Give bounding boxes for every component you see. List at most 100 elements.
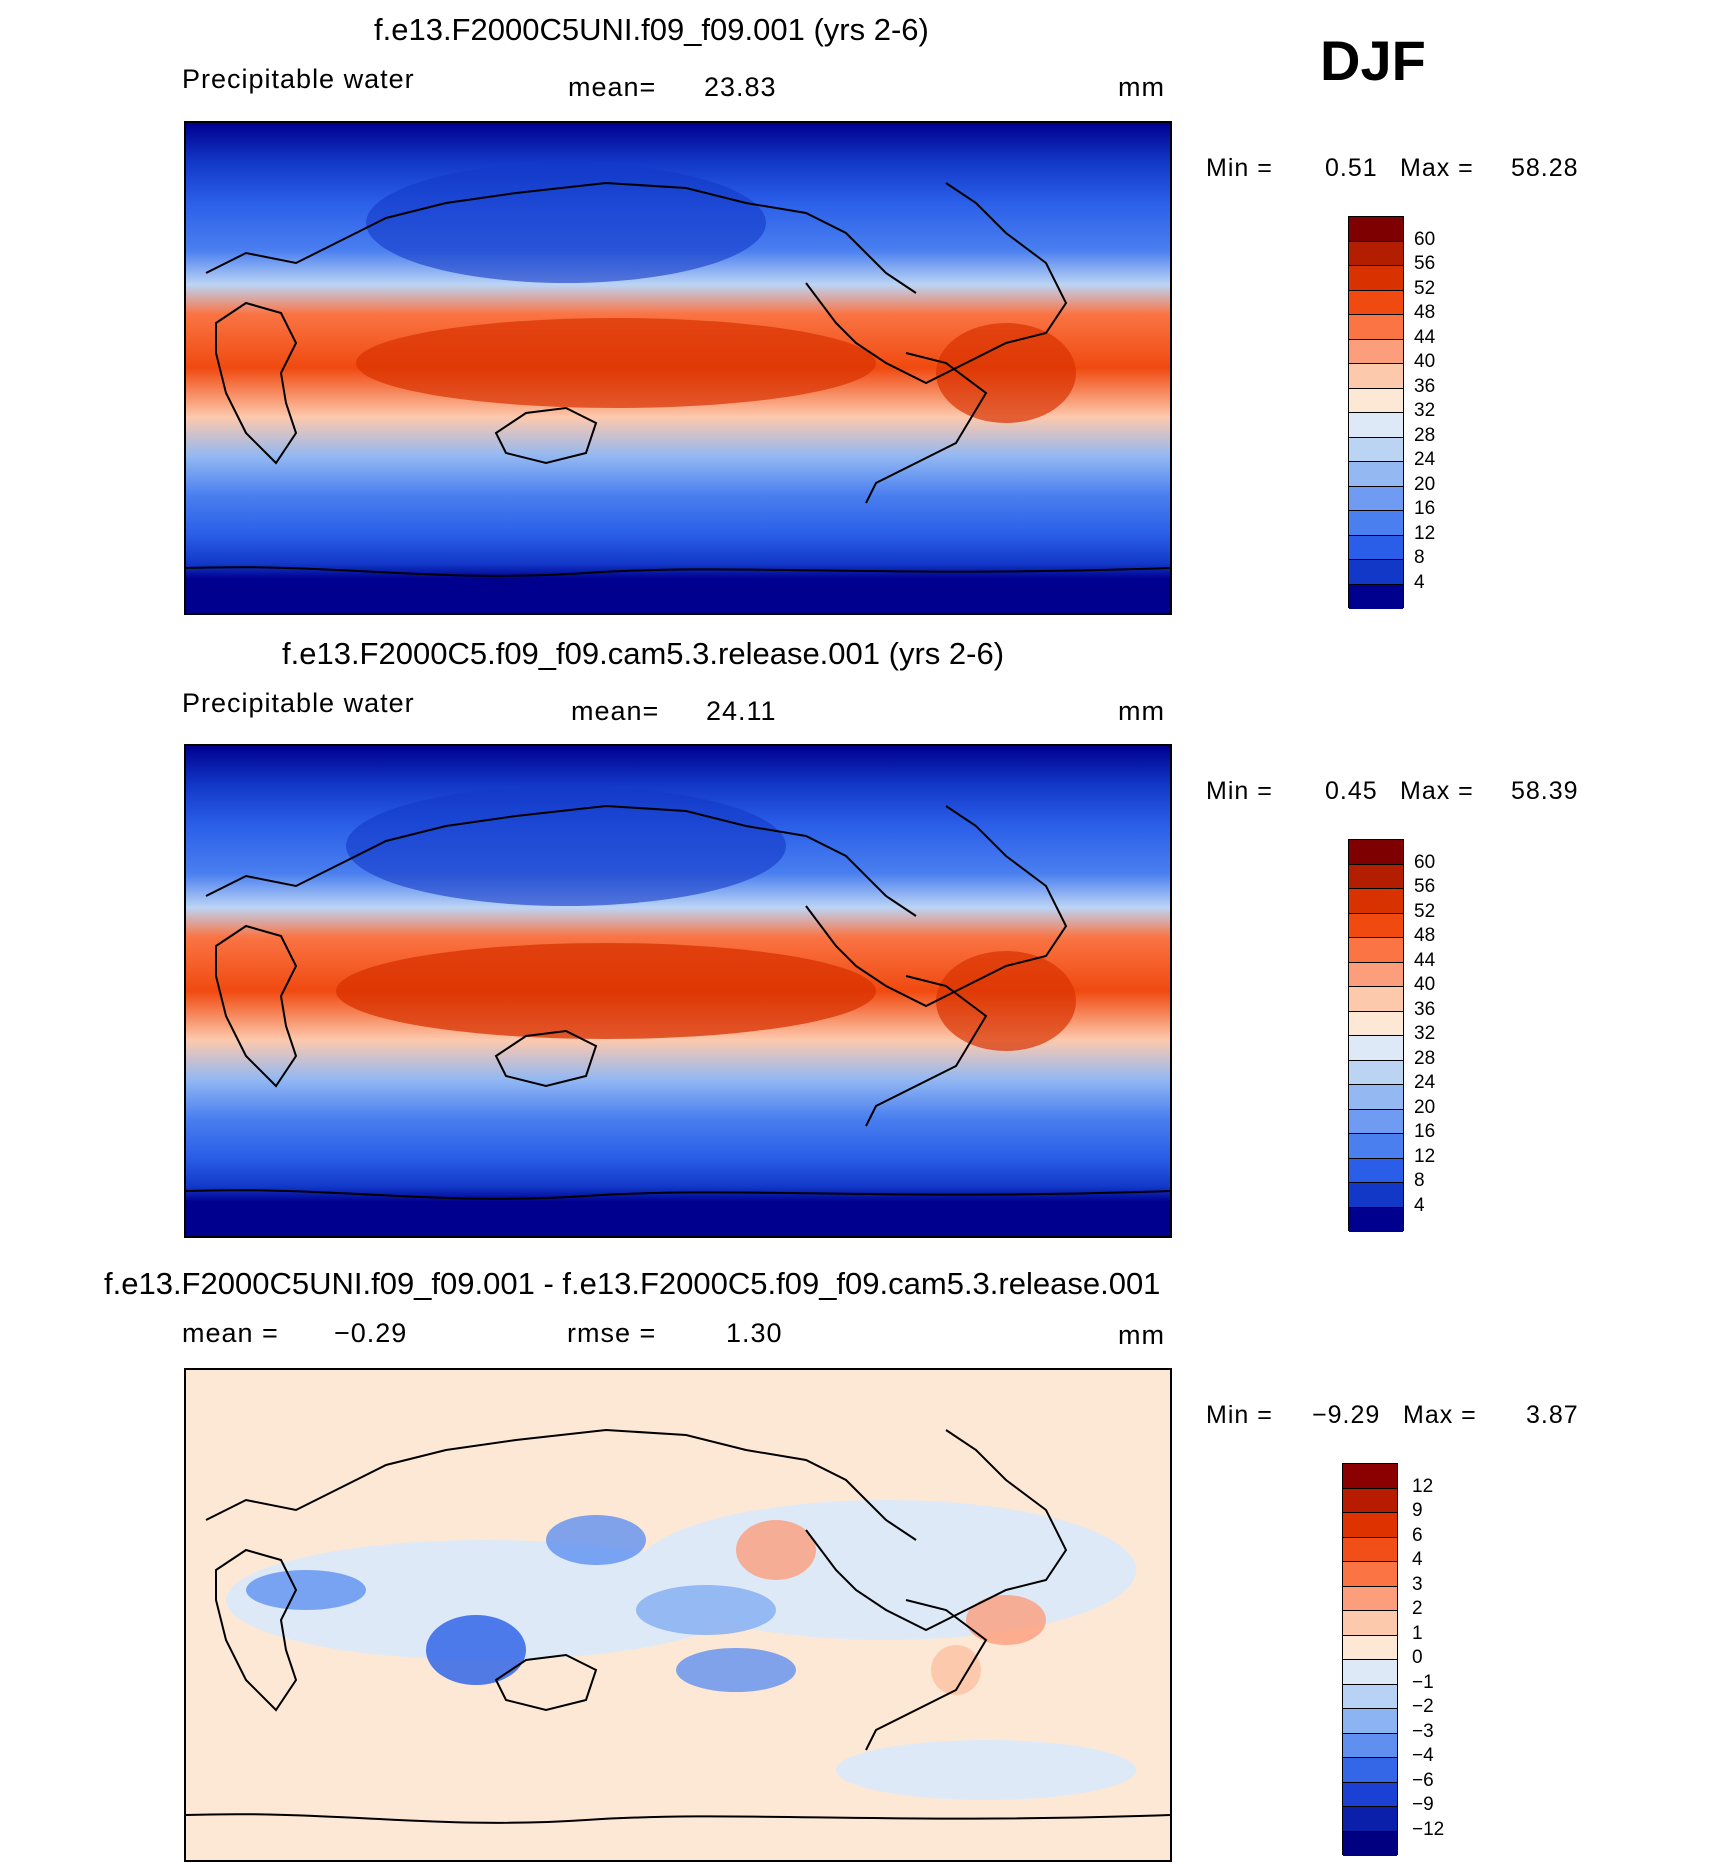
colorbar-swatch bbox=[1343, 1733, 1397, 1758]
colorbar-tick-label: 28 bbox=[1414, 1047, 1436, 1069]
colorbar-tick-label: 44 bbox=[1414, 949, 1436, 971]
colorbar-tick-label: 6 bbox=[1412, 1524, 1423, 1546]
colorbar-tick-label: 20 bbox=[1414, 1096, 1436, 1118]
panel-3-rmse-label: rmse = bbox=[567, 1318, 657, 1348]
colorbar-tick-label: 36 bbox=[1414, 375, 1436, 397]
panel-1-min-value: 0.51 bbox=[1325, 154, 1378, 182]
colorbar-swatch bbox=[1343, 1488, 1397, 1513]
colorbar-tick-label: 28 bbox=[1414, 424, 1436, 446]
colorbar-tick-label: 12 bbox=[1414, 1145, 1436, 1167]
colorbar-tick-label: 56 bbox=[1414, 253, 1436, 274]
colorbar-swatch bbox=[1343, 1611, 1397, 1636]
panel-1-field bbox=[186, 123, 1170, 613]
colorbar-tick-label: 4 bbox=[1414, 1194, 1425, 1216]
colorbar-swatch bbox=[1349, 241, 1403, 266]
panel-3-units: mm bbox=[1118, 1320, 1165, 1350]
colorbar-tick-label: 20 bbox=[1414, 473, 1436, 495]
colorbar-swatch bbox=[1343, 1562, 1397, 1587]
colorbar-swatch bbox=[1343, 1635, 1397, 1660]
colorbar-tick-label: −1 bbox=[1412, 1671, 1434, 1693]
colorbar-swatch bbox=[1349, 364, 1403, 389]
colorbar-swatch bbox=[1343, 1513, 1397, 1538]
colorbar-tick-label: 52 bbox=[1414, 277, 1436, 299]
panel-2-field bbox=[186, 746, 1170, 1236]
colorbar-swatch bbox=[1349, 437, 1403, 462]
colorbar-tick-label: 0 bbox=[1412, 1647, 1423, 1668]
colorbar-tick-label: 60 bbox=[1414, 228, 1436, 250]
colorbar-tick-label: −12 bbox=[1412, 1818, 1445, 1840]
colorbar-tick-label: 2 bbox=[1412, 1598, 1423, 1619]
colorbar-swatch bbox=[1349, 560, 1403, 585]
colorbar-swatch bbox=[1349, 1036, 1403, 1061]
colorbar-swatch bbox=[1349, 987, 1403, 1012]
colorbar-swatch bbox=[1349, 339, 1403, 364]
colorbar-tick-label: −2 bbox=[1412, 1696, 1434, 1717]
panel-3-mean-label: mean = bbox=[182, 1318, 279, 1348]
panel-1-title: f.e13.F2000C5UNI.f09_f09.001 (yrs 2-6) bbox=[374, 12, 929, 47]
colorbar-tick-label: 48 bbox=[1414, 302, 1436, 323]
colorbar-tick-label: 12 bbox=[1412, 1475, 1434, 1497]
panel-3-map bbox=[184, 1368, 1172, 1862]
panel-2-max-label: Max = bbox=[1400, 777, 1474, 805]
panel-2-min-label: Min = bbox=[1206, 777, 1273, 805]
colorbar-swatch bbox=[1343, 1660, 1397, 1685]
colorbar-swatch bbox=[1349, 217, 1403, 242]
colorbar-tick-label: −6 bbox=[1412, 1769, 1434, 1791]
colorbar-swatch bbox=[1349, 1011, 1403, 1036]
panel-2-mean-value: 24.11 bbox=[706, 696, 777, 726]
panel-1-max-label: Max = bbox=[1400, 154, 1474, 182]
colorbar-tick-label: 8 bbox=[1414, 1170, 1425, 1191]
panel-1-min-label: Min = bbox=[1206, 154, 1273, 182]
colorbar-swatch bbox=[1349, 1134, 1403, 1159]
colorbar-swatch bbox=[1349, 889, 1403, 914]
panel-2-variable: Precipitable water bbox=[182, 688, 415, 718]
colorbar-tick-label: 24 bbox=[1414, 1072, 1436, 1093]
colorbar-tick-label: 16 bbox=[1414, 1121, 1436, 1142]
colorbar-swatch bbox=[1343, 1709, 1397, 1734]
colorbar-tick-label: 1 bbox=[1412, 1622, 1423, 1644]
panel-1-colorbar bbox=[1348, 216, 1404, 609]
colorbar-tick-label: −9 bbox=[1412, 1794, 1434, 1815]
colorbar-swatch bbox=[1343, 1807, 1397, 1832]
colorbar-swatch bbox=[1349, 413, 1403, 438]
panel-2-min-value: 0.45 bbox=[1325, 777, 1378, 805]
colorbar-swatch bbox=[1349, 535, 1403, 560]
panel-2-mean-label: mean= bbox=[571, 696, 660, 726]
colorbar-tick-label: 60 bbox=[1414, 851, 1436, 873]
colorbar-tick-label: 40 bbox=[1414, 974, 1436, 995]
colorbar-swatch bbox=[1349, 1085, 1403, 1110]
colorbar-tick-label: 52 bbox=[1414, 900, 1436, 922]
colorbar-swatch bbox=[1343, 1831, 1397, 1856]
panel-3-field bbox=[186, 1370, 1170, 1860]
colorbar-tick-label: 16 bbox=[1414, 498, 1436, 519]
colorbar-swatch bbox=[1349, 584, 1403, 609]
colorbar-swatch bbox=[1349, 266, 1403, 291]
panel-3-title: f.e13.F2000C5UNI.f09_f09.001 - f.e13.F20… bbox=[104, 1266, 1161, 1301]
colorbar-tick-label: 12 bbox=[1414, 522, 1436, 544]
colorbar-tick-label: 4 bbox=[1412, 1549, 1423, 1570]
colorbar-tick-label: 3 bbox=[1412, 1573, 1423, 1595]
panel-3-rmse-value: 1.30 bbox=[726, 1318, 783, 1348]
colorbar-swatch bbox=[1349, 1060, 1403, 1085]
colorbar-tick-label: 36 bbox=[1414, 998, 1436, 1020]
season-label: DJF bbox=[1320, 29, 1426, 92]
colorbar-tick-label: 32 bbox=[1414, 400, 1436, 421]
colorbar-swatch bbox=[1343, 1586, 1397, 1611]
panel-1-units: mm bbox=[1118, 72, 1165, 102]
colorbar-tick-label: 56 bbox=[1414, 876, 1436, 897]
colorbar-swatch bbox=[1343, 1537, 1397, 1562]
panel-2-map bbox=[184, 744, 1172, 1238]
colorbar-swatch bbox=[1349, 840, 1403, 865]
colorbar-tick-label: 32 bbox=[1414, 1023, 1436, 1044]
colorbar-swatch bbox=[1349, 864, 1403, 889]
colorbar-swatch bbox=[1349, 462, 1403, 487]
colorbar-tick-label: 44 bbox=[1414, 326, 1436, 348]
colorbar-tick-label: −4 bbox=[1412, 1745, 1434, 1766]
colorbar-tick-label: −3 bbox=[1412, 1720, 1434, 1742]
colorbar-swatch bbox=[1343, 1464, 1397, 1489]
colorbar-swatch bbox=[1343, 1782, 1397, 1807]
colorbar-swatch bbox=[1349, 1109, 1403, 1134]
colorbar-swatch bbox=[1349, 938, 1403, 963]
colorbar-tick-label: 24 bbox=[1414, 449, 1436, 470]
colorbar-tick-label: 40 bbox=[1414, 351, 1436, 372]
